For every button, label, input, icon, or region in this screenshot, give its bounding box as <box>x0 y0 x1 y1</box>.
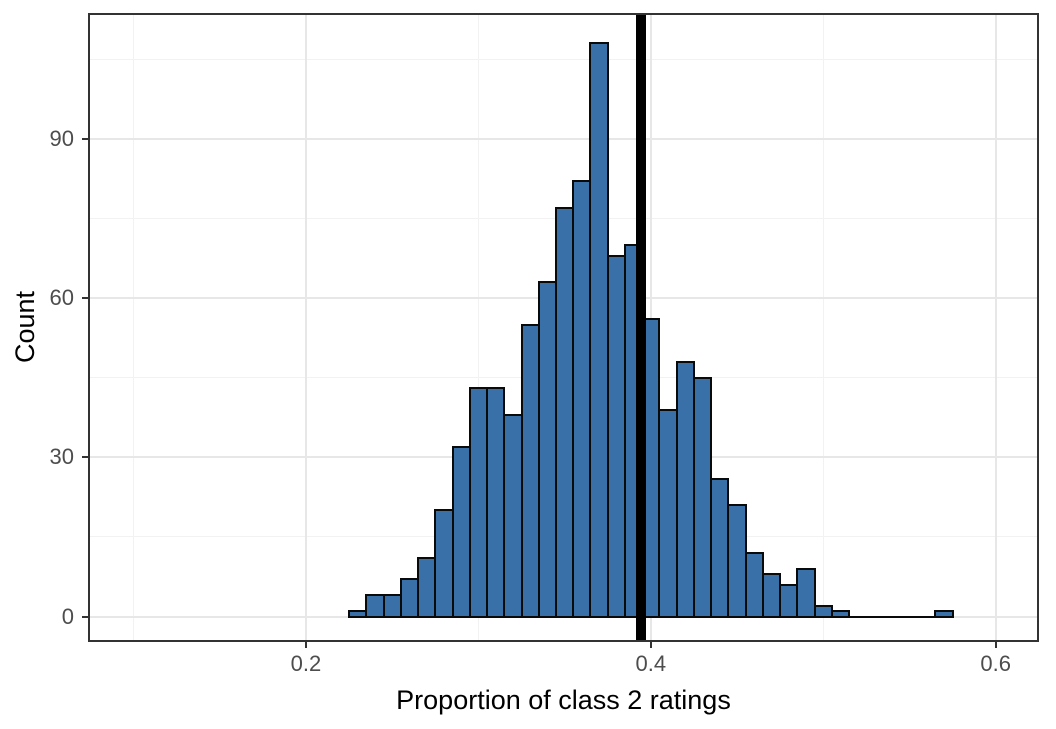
y-tick-label: 60 <box>49 285 74 311</box>
plot-panel <box>88 13 1039 642</box>
x-axis-tick <box>994 642 997 648</box>
y-axis-tick <box>82 137 88 140</box>
y-axis-tick <box>82 615 88 618</box>
gridline-major <box>88 137 1039 140</box>
y-axis-title: Count <box>10 290 40 364</box>
gridline-minor <box>822 13 824 642</box>
gridline-major <box>304 13 307 642</box>
histogram-bar <box>796 567 816 618</box>
x-tick-label: 0.6 <box>980 651 1011 676</box>
reference-line <box>636 13 647 642</box>
y-axis-tick <box>82 456 88 459</box>
x-axis-tick <box>649 642 652 648</box>
x-axis-title: Proportion of class 2 ratings <box>396 685 731 715</box>
histogram-bar <box>934 610 954 618</box>
gridline-minor <box>88 58 1039 60</box>
y-tick-label: 30 <box>49 444 74 470</box>
y-tick-label: 90 <box>49 125 74 151</box>
gridline-major <box>994 13 997 642</box>
x-tick-label: 0.2 <box>290 651 322 676</box>
y-axis-tick <box>82 297 88 300</box>
histogram-bar <box>830 610 851 618</box>
x-axis-tick <box>304 642 307 648</box>
gridline-minor <box>133 13 135 642</box>
y-tick-label: 0 <box>61 603 74 629</box>
x-tick-label: 0.4 <box>635 651 667 676</box>
